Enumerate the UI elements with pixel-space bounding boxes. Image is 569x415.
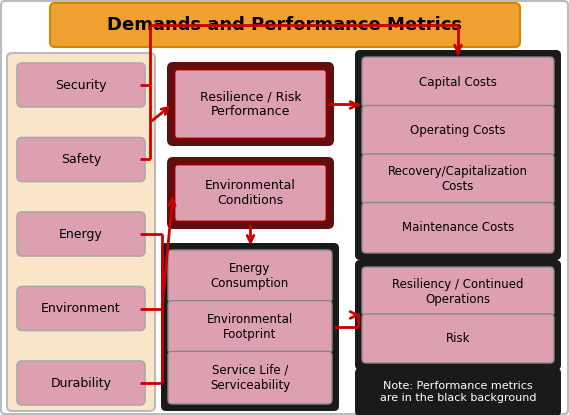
- FancyBboxPatch shape: [7, 53, 155, 411]
- FancyBboxPatch shape: [174, 164, 327, 222]
- FancyBboxPatch shape: [355, 368, 561, 415]
- FancyBboxPatch shape: [50, 3, 520, 47]
- Text: Risk: Risk: [446, 332, 470, 345]
- FancyBboxPatch shape: [17, 212, 145, 256]
- FancyBboxPatch shape: [362, 203, 554, 253]
- FancyBboxPatch shape: [161, 243, 339, 411]
- Text: Demands and Performance Metrics: Demands and Performance Metrics: [108, 16, 463, 34]
- Text: Energy: Energy: [59, 227, 103, 241]
- FancyBboxPatch shape: [362, 57, 554, 107]
- FancyBboxPatch shape: [17, 361, 145, 405]
- Text: Capital Costs: Capital Costs: [419, 76, 497, 89]
- FancyBboxPatch shape: [17, 63, 145, 107]
- FancyBboxPatch shape: [168, 352, 332, 404]
- Text: Recovery/Capitalization
Costs: Recovery/Capitalization Costs: [388, 165, 528, 193]
- Text: Environmental
Footprint: Environmental Footprint: [207, 313, 293, 341]
- FancyBboxPatch shape: [362, 154, 554, 205]
- FancyBboxPatch shape: [17, 137, 145, 181]
- Text: Maintenance Costs: Maintenance Costs: [402, 221, 514, 234]
- Text: Resiliency / Continued
Operations: Resiliency / Continued Operations: [392, 278, 523, 305]
- Text: Environment: Environment: [41, 302, 121, 315]
- Text: Safety: Safety: [61, 153, 101, 166]
- Text: Security: Security: [55, 78, 107, 91]
- FancyBboxPatch shape: [168, 300, 332, 353]
- Text: Environmental
Conditions: Environmental Conditions: [205, 179, 296, 207]
- Text: Durability: Durability: [51, 376, 112, 390]
- Text: Service Life /
Serviceability: Service Life / Serviceability: [210, 364, 290, 392]
- FancyBboxPatch shape: [362, 314, 554, 363]
- FancyBboxPatch shape: [168, 250, 332, 303]
- Text: Energy
Consumption: Energy Consumption: [211, 262, 289, 290]
- FancyBboxPatch shape: [17, 286, 145, 330]
- FancyBboxPatch shape: [355, 260, 561, 370]
- FancyBboxPatch shape: [362, 267, 554, 316]
- FancyBboxPatch shape: [362, 105, 554, 156]
- FancyBboxPatch shape: [174, 69, 327, 139]
- Text: Resilience / Risk
Performance: Resilience / Risk Performance: [200, 90, 302, 118]
- Text: Operating Costs: Operating Costs: [410, 124, 506, 137]
- FancyBboxPatch shape: [355, 50, 561, 260]
- Text: Note: Performance metrics
are in the black background: Note: Performance metrics are in the bla…: [380, 381, 536, 403]
- FancyBboxPatch shape: [167, 62, 334, 146]
- FancyBboxPatch shape: [167, 157, 334, 229]
